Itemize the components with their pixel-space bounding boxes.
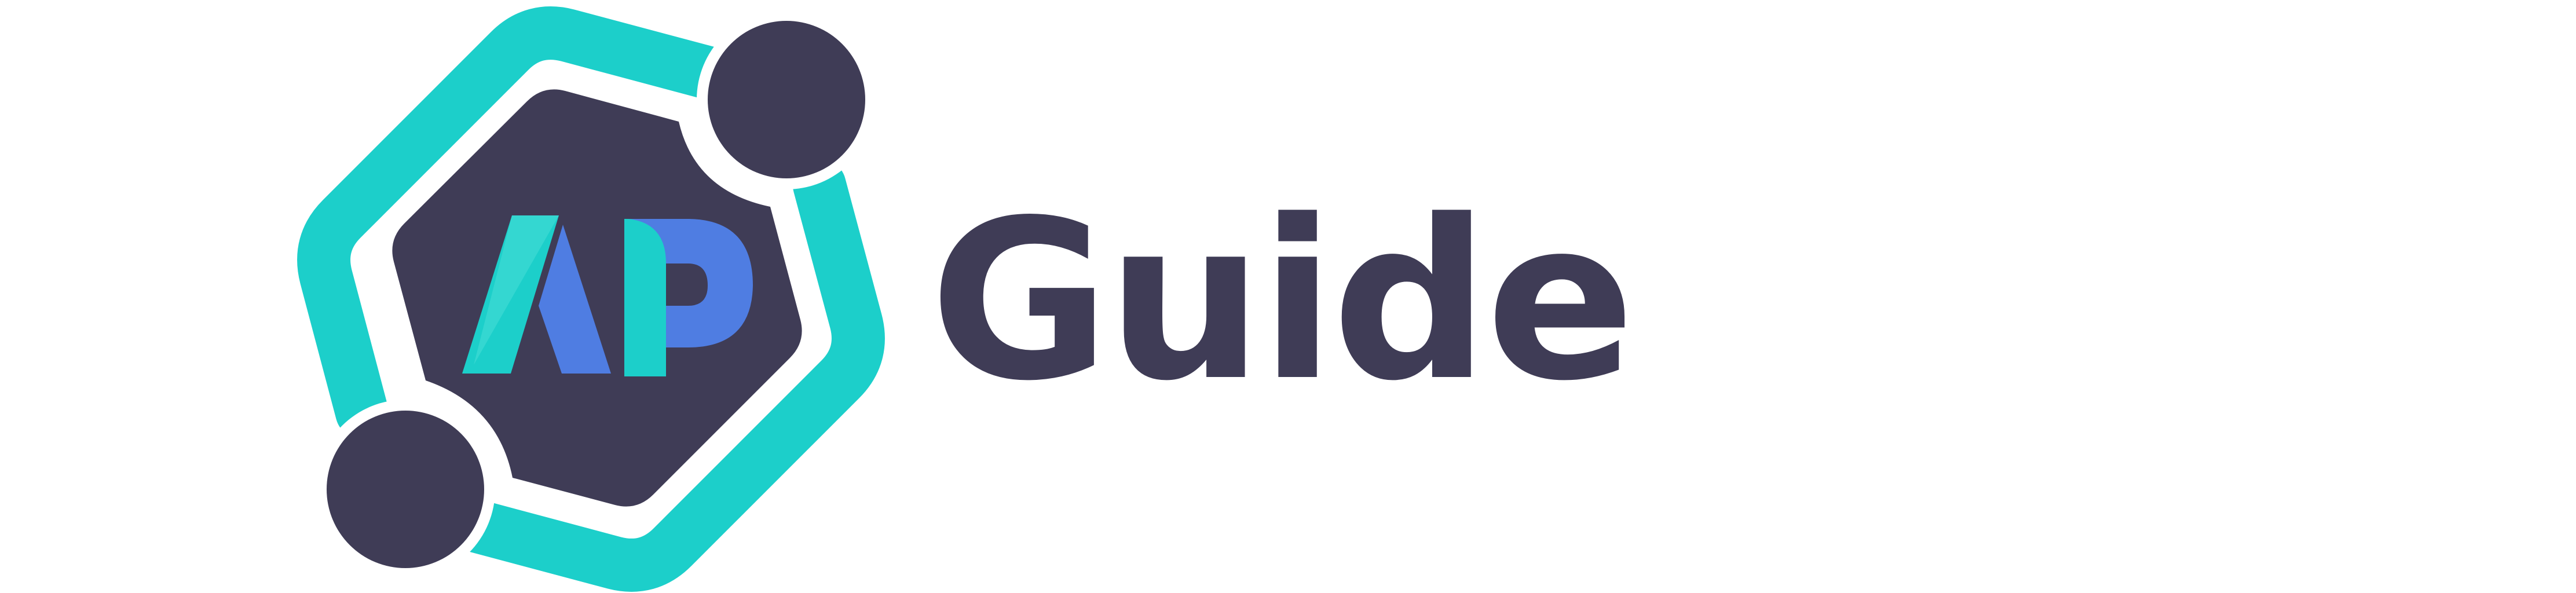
guide-wordmark: AP Guide [930, 191, 1635, 411]
ap-letter-mark [462, 215, 753, 376]
wordmark-text: Guide [930, 173, 1635, 429]
teal-frame [297, 6, 885, 592]
dark-badge [392, 89, 802, 507]
